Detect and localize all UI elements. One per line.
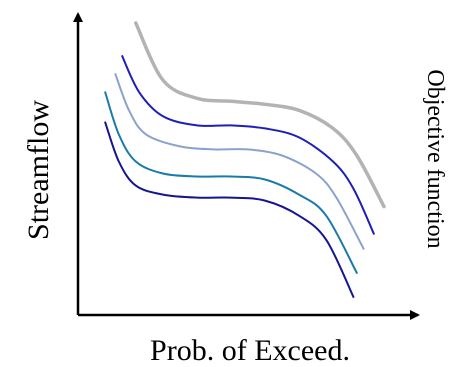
series-line-4 — [104, 91, 358, 274]
series-line-5 — [104, 121, 355, 298]
x-axis-label: Prob. of Exceed. — [150, 334, 350, 367]
series-line-3 — [114, 73, 365, 250]
series-line-1 — [134, 21, 386, 209]
y-axis-label: Streamflow — [22, 100, 55, 240]
series-layer — [104, 21, 386, 298]
right-axis-label: Objective function — [422, 69, 448, 248]
series-line-2 — [121, 55, 375, 235]
